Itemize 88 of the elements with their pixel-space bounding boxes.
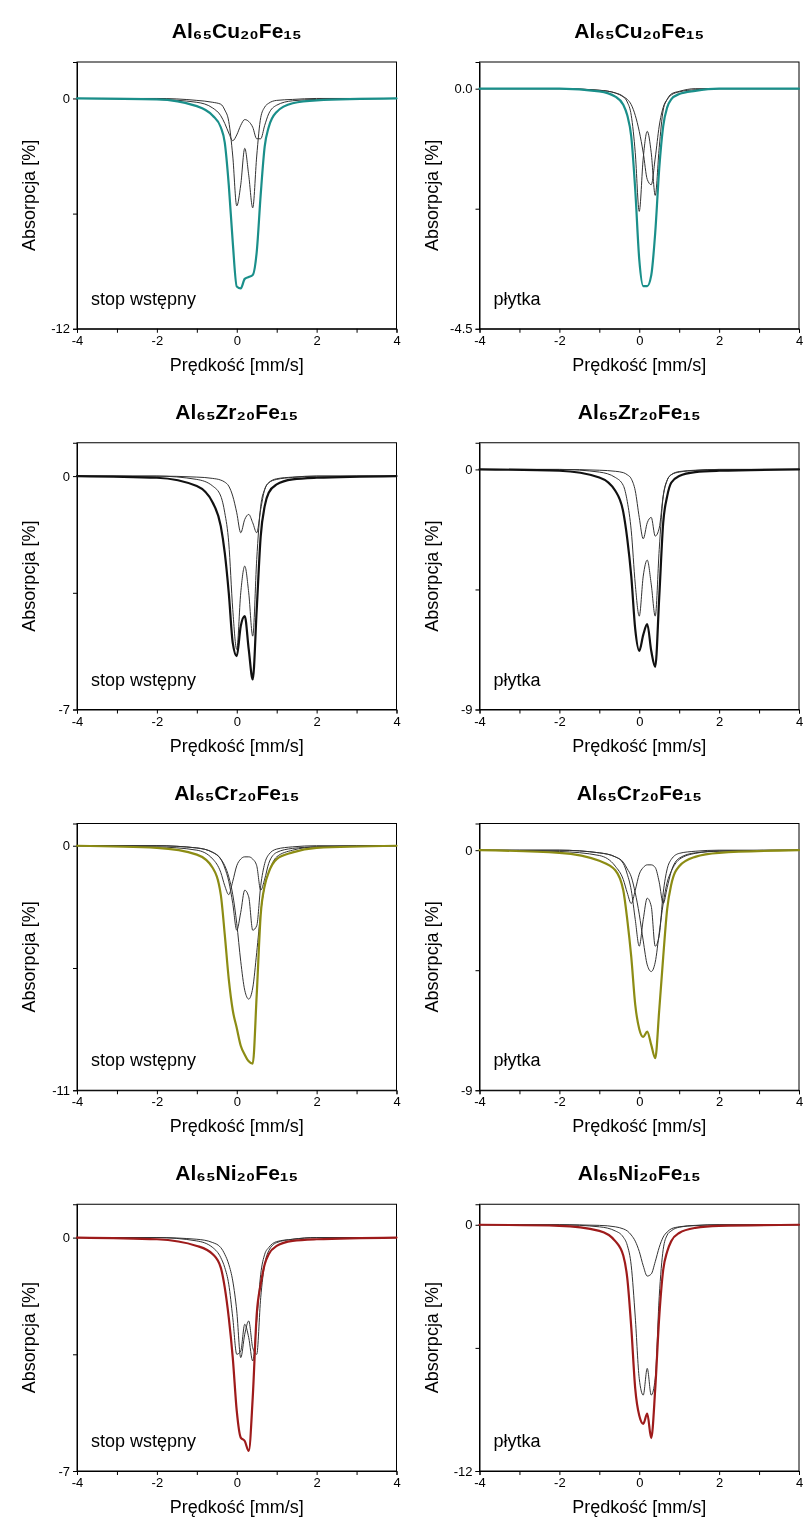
x-tick-label: 0 [636,1094,644,1110]
y-tick-label: 0 [465,1217,473,1233]
x-tick-label: -2 [151,332,164,348]
chart-title: Al₆₅Cu₂₀Fe₁₅ [574,19,705,42]
x-tick-label: -2 [554,1475,566,1491]
annotation: płytka [493,1050,542,1071]
y-tick-label: -12 [51,321,70,337]
y-axis-title: Absorpcja [%] [19,901,39,1013]
x-axis-title: Prędkość [mm/s] [169,354,304,375]
y-tick-label: 0.0 [454,81,473,97]
x-tick-label: -4 [71,1475,84,1491]
x-tick-label: 2 [313,1094,321,1110]
chart-title: Al₆₅Cr₂₀Fe₁₅ [576,780,702,804]
x-tick-label: 4 [393,1475,401,1491]
x-tick-label: 4 [795,1094,804,1110]
y-tick-label: 0 [465,462,473,478]
x-tick-label: -4 [474,1094,486,1110]
x-tick-label: 2 [716,713,724,729]
x-tick-label: 4 [795,713,804,729]
y-tick-label: 0 [62,91,70,107]
x-tick-label: -4 [474,332,486,348]
y-axis-title: Absorpcja [%] [19,139,39,251]
x-tick-label: 2 [716,1475,724,1491]
y-axis-title: Absorpcja [%] [421,139,442,251]
x-tick-label: 0 [233,332,241,348]
x-tick-label: 4 [393,1094,401,1110]
y-axis-title: Absorpcja [%] [421,901,442,1013]
x-tick-label: -4 [474,713,486,729]
annotation: płytka [493,1431,542,1451]
annotation: stop wstępny [91,288,197,309]
y-tick-label: -9 [460,1082,473,1098]
y-tick-label: 0 [62,1230,70,1246]
x-axis-title: Prędkość [mm/s] [572,354,707,375]
annotation: stop wstępny [91,1431,197,1451]
x-tick-label: -4 [71,1094,84,1110]
x-tick-label: 0 [233,713,241,729]
x-tick-label: -2 [151,713,164,729]
x-axis-title: Prędkość [mm/s] [169,735,304,756]
y-axis-title: Absorpcja [%] [19,1282,39,1394]
y-tick-label: 0 [62,838,70,854]
y-axis-title: Absorpcja [%] [421,520,442,632]
x-tick-label: -4 [71,332,84,348]
x-tick-label: 0 [636,1475,644,1491]
x-tick-label: 0 [233,1094,241,1110]
x-tick-label: -2 [554,713,566,729]
x-axis-title: Prędkość [mm/s] [169,1116,304,1137]
x-tick-label: 4 [393,713,401,729]
x-tick-label: 0 [636,332,644,348]
chart-title: Al₆₅Zr₂₀Fe₁₅ [577,399,701,423]
annotation: stop wstępny [91,669,197,690]
x-tick-label: -4 [474,1475,486,1491]
y-tick-label: -4.5 [450,321,473,337]
chart-title: Al₆₅Ni₂₀Fe₁₅ [577,1161,701,1185]
y-tick-label: -9 [460,702,473,718]
x-tick-label: 0 [636,713,644,729]
x-axis-title: Prędkość [mm/s] [169,1497,304,1517]
x-tick-label: 2 [313,332,321,348]
annotation: stop wstępny [91,1050,197,1071]
y-tick-label: -12 [453,1463,473,1479]
x-tick-label: -2 [151,1475,164,1491]
x-tick-label: 2 [313,713,321,729]
chart-title: Al₆₅Ni₂₀Fe₁₅ [175,1161,299,1185]
x-tick-label: 4 [393,332,401,348]
x-axis-title: Prędkość [mm/s] [572,1116,707,1137]
x-axis-title: Prędkość [mm/s] [572,1497,707,1517]
x-tick-label: 4 [795,1475,804,1491]
x-tick-label: -2 [151,1094,164,1110]
x-tick-label: 4 [795,332,804,348]
x-tick-label: 2 [313,1475,321,1491]
y-tick-label: 0 [465,842,473,858]
y-axis-title: Absorpcja [%] [421,1282,442,1394]
annotation: płytka [493,669,542,690]
x-tick-label: 0 [233,1475,241,1491]
x-tick-label: 2 [716,332,724,348]
chart-title: Al₆₅Cr₂₀Fe₁₅ [174,780,300,804]
annotation: płytka [493,288,542,309]
x-tick-label: 2 [716,1094,724,1110]
x-tick-label: -2 [554,1094,566,1110]
y-tick-label: 0 [62,468,70,484]
y-axis-title: Absorpcja [%] [19,520,39,632]
y-tick-label: -7 [58,702,70,718]
chart-title: Al₆₅Zr₂₀Fe₁₅ [175,399,299,423]
x-tick-label: -2 [554,332,566,348]
chart-title: Al₆₅Cu₂₀Fe₁₅ [171,19,302,42]
y-tick-label: -11 [52,1082,70,1098]
y-tick-label: -7 [58,1463,70,1479]
x-axis-title: Prędkość [mm/s] [572,735,707,756]
x-tick-label: -4 [71,713,84,729]
